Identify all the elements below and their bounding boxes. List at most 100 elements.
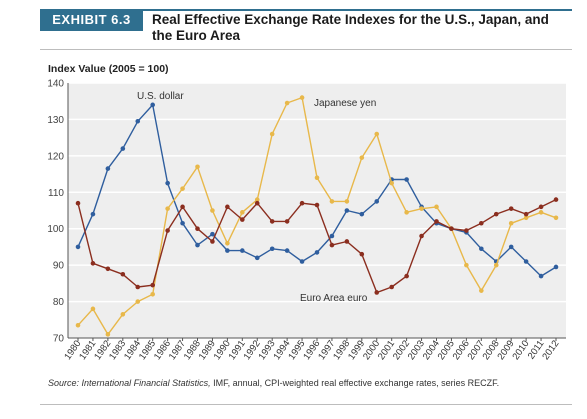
source-publication: International Financial Statistics, (81, 378, 211, 388)
data-point (479, 288, 484, 293)
data-point (389, 180, 394, 186)
data-point (404, 273, 409, 279)
data-point (523, 259, 529, 264)
data-point (434, 204, 439, 210)
data-point (508, 206, 514, 211)
data-point (269, 131, 275, 137)
data-point (464, 228, 469, 233)
y-tick-label: 110 (48, 188, 64, 199)
data-point (180, 186, 185, 191)
data-point (225, 248, 230, 253)
y-tick-label: 140 (47, 79, 64, 90)
data-point (150, 291, 155, 297)
data-point (553, 197, 559, 202)
data-point (284, 248, 290, 253)
data-point (284, 100, 290, 106)
data-point (314, 202, 320, 208)
data-point (240, 248, 245, 253)
data-point (374, 290, 380, 295)
data-point (359, 251, 365, 257)
data-point (344, 208, 350, 213)
data-point (195, 242, 200, 248)
data-point (75, 200, 81, 206)
data-point (150, 282, 155, 288)
data-point (195, 164, 200, 170)
source-prefix: Source: (48, 378, 80, 388)
data-point (404, 177, 409, 182)
data-point (389, 284, 394, 290)
data-point (344, 199, 350, 204)
chart-title: Real Effective Exchange Rate Indexes for… (152, 12, 549, 43)
data-point (180, 220, 185, 226)
y-tick-label: 120 (47, 151, 64, 162)
data-point (195, 226, 200, 232)
data-point (150, 102, 155, 108)
data-point (404, 210, 409, 215)
data-point (329, 242, 335, 248)
bottom-rule (40, 404, 572, 405)
data-point (449, 226, 454, 232)
data-point (135, 284, 141, 290)
data-point (538, 273, 544, 279)
data-point (75, 322, 81, 328)
data-point (299, 95, 305, 100)
data-point (523, 211, 529, 217)
data-point (254, 200, 260, 206)
data-point (240, 210, 245, 215)
data-point (105, 166, 111, 171)
x-tick-label: 2012 (540, 338, 561, 362)
data-point (210, 239, 215, 244)
data-point (553, 264, 559, 270)
data-point (523, 215, 529, 221)
data-point (165, 180, 170, 186)
y-tick-label: 90 (53, 261, 65, 272)
data-point (359, 155, 365, 160)
data-point (254, 255, 260, 261)
data-point (508, 244, 514, 250)
data-point (210, 208, 215, 213)
data-point (479, 246, 484, 252)
data-point (359, 211, 365, 217)
data-point (314, 250, 320, 255)
data-point (75, 244, 81, 250)
source-detail: IMF, annual, CPI-weighted real effective… (213, 378, 500, 388)
data-point (225, 240, 230, 246)
data-point (374, 199, 380, 204)
y-tick-label: 70 (53, 334, 65, 345)
data-point (120, 146, 126, 151)
y-tick-label: 130 (47, 115, 64, 126)
series-annotation: Euro Area euro (300, 293, 368, 304)
data-point (269, 219, 275, 224)
data-point (538, 204, 544, 210)
data-point (299, 259, 305, 264)
data-point (180, 204, 185, 210)
source-note: Source: International Financial Statisti… (48, 378, 499, 388)
data-point (434, 219, 439, 224)
data-point (329, 199, 335, 204)
data-point (493, 262, 499, 268)
data-point (479, 220, 484, 226)
data-point (344, 239, 350, 244)
data-point (240, 217, 245, 222)
data-point (90, 306, 96, 312)
data-point (538, 210, 544, 215)
data-point (225, 204, 230, 210)
y-tick-label: 80 (53, 297, 65, 308)
data-point (314, 175, 320, 181)
data-point (120, 271, 126, 277)
data-point (254, 197, 260, 202)
data-point (90, 261, 96, 266)
data-point (419, 233, 424, 239)
y-tick-label: 100 (47, 224, 64, 235)
data-point (374, 131, 380, 137)
data-point (105, 266, 111, 272)
data-point (105, 332, 111, 337)
data-point (493, 211, 499, 217)
data-point (165, 206, 170, 211)
data-point (135, 299, 141, 304)
data-point (135, 118, 141, 124)
data-point (299, 200, 305, 206)
data-point (329, 233, 335, 239)
series-annotation: Japanese yen (314, 98, 376, 109)
data-point (165, 228, 170, 233)
